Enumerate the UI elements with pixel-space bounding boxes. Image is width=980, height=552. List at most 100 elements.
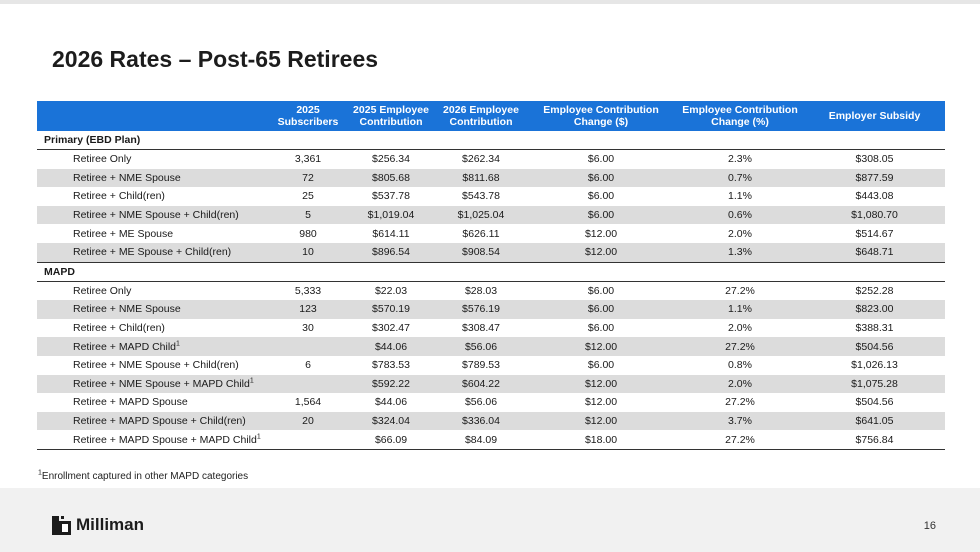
cell-contrib-2026: $308.47 (462, 322, 500, 335)
row-label: Retiree + NME Spouse + Child(ren) (73, 209, 239, 222)
section-header-row: Primary (EBD Plan) (37, 131, 945, 150)
cell-change-dollar: $6.00 (587, 190, 615, 203)
cell-change-pct: 0.7% (676, 168, 804, 188)
row-label: Retiree + NME Spouse + Child(ren) (73, 359, 239, 372)
cell-contrib-2025: $614.11 (372, 227, 410, 240)
slide-title: 2026 Rates – Post-65 Retirees (52, 46, 379, 72)
table-row: Retiree + NME Spouse 123 $570.19 $576.19 $6.… (37, 300, 945, 319)
cell-contrib-2026: $576.19 (436, 300, 526, 319)
cell-change-dollar: $12.00 (526, 374, 676, 394)
cell-contrib-2025: $66.09 (346, 430, 436, 450)
table-row: Retiree + Child(ren) 25 $537.78 $543.78 $6.0… (37, 187, 945, 206)
cell-subsidy: $504.56 (804, 337, 945, 356)
cell-change-dollar: $12.00 (584, 227, 618, 240)
cell-subsidy: $388.31 (855, 322, 894, 335)
logo-text: Milliman (76, 515, 145, 534)
cell-contrib-2026: $811.68 (436, 168, 526, 188)
cell-subsidy: $641.05 (804, 411, 945, 431)
row-label-cell: Retiree Only (37, 150, 270, 169)
cell-change-pct: 1.3% (676, 242, 804, 263)
table-row: Retiree + Child(ren) 30 $302.47 $308.47 $6.0… (37, 319, 945, 338)
cell-contrib-2026: $56.06 (436, 337, 526, 356)
section-header-row: MAPD (37, 262, 945, 282)
cell-contrib-2026: $84.09 (436, 430, 526, 450)
cell-subscribers: 30 (302, 322, 314, 335)
header-cell (37, 101, 270, 131)
cell-subsidy: $823.00 (804, 300, 945, 319)
row-label: Retiree + MAPD Child (73, 340, 176, 353)
cell-change-dollar: $18.00 (526, 430, 676, 450)
table-row: Retiree Only 5,333 $22.03 $28.03 $6.00 27.2% $… (37, 281, 945, 300)
cell-change-dollar: $6.00 (587, 284, 615, 297)
cell-contrib-2026: $28.03 (464, 284, 498, 297)
page-number: 16 (923, 520, 936, 532)
cell-contrib-2025: $44.06 (374, 396, 408, 409)
table-row: Retiree + MAPD Spouse + Child(ren) 20 $324… (37, 411, 945, 431)
table-row: Retiree + NME Spouse + MAPD Child1 $592.2… (37, 374, 945, 394)
section-title: Primary (EBD Plan) (37, 131, 945, 150)
footnote: 1Enrollment captured in other MAPD categ… (38, 469, 248, 482)
header-cell: Employee Contribution Change ($) (526, 101, 676, 131)
cell-subsidy: $514.67 (855, 227, 894, 240)
cell-subscribers: 72 (270, 168, 346, 188)
footnote-marker: 1 (38, 469, 42, 477)
row-label: Retiree + ME Spouse (73, 227, 174, 240)
row-label-cell: Retiree Only (37, 281, 270, 300)
cell-subscribers: 3,361 (294, 153, 322, 166)
cell-contrib-2025: $22.03 (374, 284, 408, 297)
row-label-cell: Retiree + Child(ren) (37, 319, 270, 338)
cell-contrib-2025: $44.06 (346, 337, 436, 356)
cell-subscribers (270, 337, 346, 356)
table-row: Retiree + MAPD Child1 $44.06 $56.06 $12.00 2… (37, 337, 945, 356)
milliman-logo-icon (52, 515, 71, 535)
row-label-cell: Retiree + ME Spouse + Child(ren) (37, 242, 270, 263)
cell-change-pct: 3.7% (676, 411, 804, 431)
row-label-cell: Retiree + NME Spouse (37, 300, 270, 319)
cell-subsidy: $443.08 (855, 190, 894, 203)
cell-subscribers: 6 (305, 359, 311, 372)
cell-change-pct: 0.6% (676, 205, 804, 225)
cell-subsidy: $877.59 (804, 168, 945, 188)
cell-contrib-2026: $604.22 (436, 374, 526, 394)
cell-change-pct: 2.0% (676, 374, 804, 394)
cell-contrib-2025: $570.19 (346, 300, 436, 319)
table-row: Retiree + MAPD Spouse + MAPD Child1 $66.0… (37, 430, 945, 450)
cell-subscribers: 10 (270, 242, 346, 263)
row-label-cell: Retiree + NME Spouse + Child(ren) (37, 205, 270, 225)
cell-subsidy: $504.56 (855, 396, 894, 409)
cell-subsidy: $1,075.28 (804, 374, 945, 394)
cell-subscribers: 5 (270, 205, 346, 225)
cell-contrib-2026: $789.53 (462, 359, 500, 372)
row-label-cell: Retiree + MAPD Spouse + MAPD Child1 (37, 430, 270, 450)
cell-contrib-2025: $592.22 (346, 374, 436, 394)
cell-contrib-2025: $805.68 (346, 168, 436, 188)
cell-contrib-2025: $302.47 (372, 322, 410, 335)
cell-change-pct: 2.3% (728, 153, 752, 166)
table-row: Retiree + NME Spouse + Child(ren) 6 $783.5… (37, 356, 945, 375)
row-label: Retiree Only (73, 284, 132, 297)
cell-subscribers: 980 (299, 227, 317, 240)
top-band (0, 0, 980, 4)
cell-change-dollar: $6.00 (526, 205, 676, 225)
header-cell: Employer Subsidy (804, 101, 945, 131)
cell-change-dollar: $12.00 (584, 396, 618, 409)
cell-change-dollar: $6.00 (526, 300, 676, 319)
cell-change-dollar: $12.00 (526, 242, 676, 263)
cell-contrib-2025: $1,019.04 (346, 205, 436, 225)
cell-change-dollar: $6.00 (587, 322, 615, 335)
cell-change-pct: 27.2% (676, 430, 804, 450)
row-label: Retiree Only (73, 153, 132, 166)
milliman-logo: Milliman (52, 515, 144, 535)
cell-change-pct: 27.2% (676, 337, 804, 356)
cell-subsidy: $1,080.70 (804, 205, 945, 225)
cell-subsidy: $756.84 (804, 430, 945, 450)
row-label-cell: Retiree + NME Spouse + MAPD Child1 (37, 374, 270, 394)
cell-contrib-2025: $537.78 (372, 190, 410, 203)
row-label: Retiree + MAPD Spouse (73, 396, 188, 409)
table-header-row: 2025 Subscribers 2025 Employee Contribut… (37, 101, 945, 131)
cell-contrib-2026: $336.04 (436, 411, 526, 431)
footnote-ref: 1 (249, 377, 254, 385)
table-row: Retiree + ME Spouse 980 $614.11 $626.11 $12.… (37, 224, 945, 243)
cell-subscribers: 5,333 (294, 284, 322, 297)
